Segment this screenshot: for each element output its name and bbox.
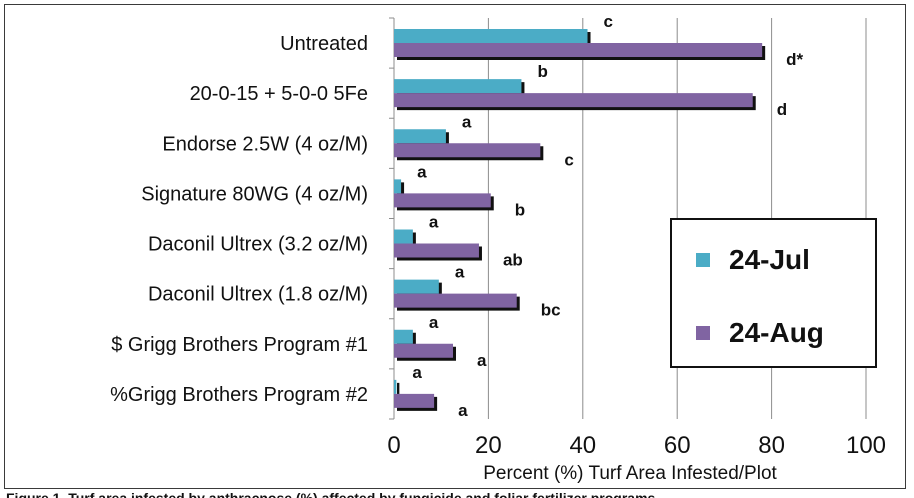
bar-24-Jul [394,229,413,244]
data-label: a [455,263,465,282]
data-label: a [417,162,427,181]
data-label: c [604,12,613,31]
bar-24-Jul [394,179,402,194]
x-tick-label: 0 [387,432,400,459]
category-label: %Grigg Brothers Program #2 [110,384,368,406]
bar-24-Aug [394,343,453,358]
bar-24-Aug [394,193,491,208]
category-label: Daconil Ultrex (1.8 oz/M) [148,284,368,306]
legend-label: 24-Aug [729,317,824,348]
figure-caption: Figure 1. Turf area infested by anthracn… [6,490,656,498]
data-label: d* [786,50,803,69]
data-label: a [477,351,487,370]
bar-chart: c d* Untreated b d 20-0-15 + 5-0-0 5Fe a c Endor… [110,12,886,484]
bar-24-Jul [394,329,413,344]
data-label: a [412,363,422,382]
category-label: Endorse 2.5W (4 oz/M) [162,133,368,155]
data-label: bc [541,301,561,320]
data-label: d [777,100,787,119]
bar-24-Jul [394,129,446,144]
data-label: a [429,313,439,332]
bar-24-Aug [394,243,479,258]
data-label: b [537,62,547,81]
bar-24-Aug [394,143,541,158]
bar-24-Jul [394,29,588,43]
x-tick-label: 20 [475,432,502,459]
category-label: Daconil Ultrex (3.2 oz/M) [148,234,368,256]
category-label: Signature 80WG (4 oz/M) [141,183,368,205]
x-tick-label: 40 [569,432,596,459]
legend-swatch-24-Aug [696,326,710,340]
x-tick-label: 80 [758,432,785,459]
bar-24-Aug [394,393,435,408]
bar-24-Jul [394,79,522,94]
data-label: a [458,401,468,420]
data-label: a [429,213,439,232]
category-label: 20-0-15 + 5-0-0 5Fe [190,83,368,105]
bar-shadow [397,382,400,397]
x-axis-title: Percent (%) Turf Area Infested/Plot [483,463,777,484]
data-label: b [515,200,525,219]
category-label: $ Grigg Brothers Program #1 [111,334,368,356]
legend-label: 24-Jul [729,244,810,275]
legend-swatch-24-Jul [696,253,710,267]
bar-24-Jul [394,279,439,294]
bar-24-Aug [394,293,517,308]
bar-24-Aug [394,93,753,108]
data-label: ab [503,251,523,270]
x-tick-label: 60 [664,432,691,459]
bar-24-Aug [394,43,763,57]
category-label: Untreated [280,33,368,55]
bar-24-Jul [394,379,397,394]
data-label: a [462,112,472,131]
chart-frame: c d* Untreated b d 20-0-15 + 5-0-0 5Fe a c Endor… [4,4,906,489]
legend-box [670,218,877,368]
data-label: c [564,150,573,169]
x-tick-label: 100 [846,432,886,459]
